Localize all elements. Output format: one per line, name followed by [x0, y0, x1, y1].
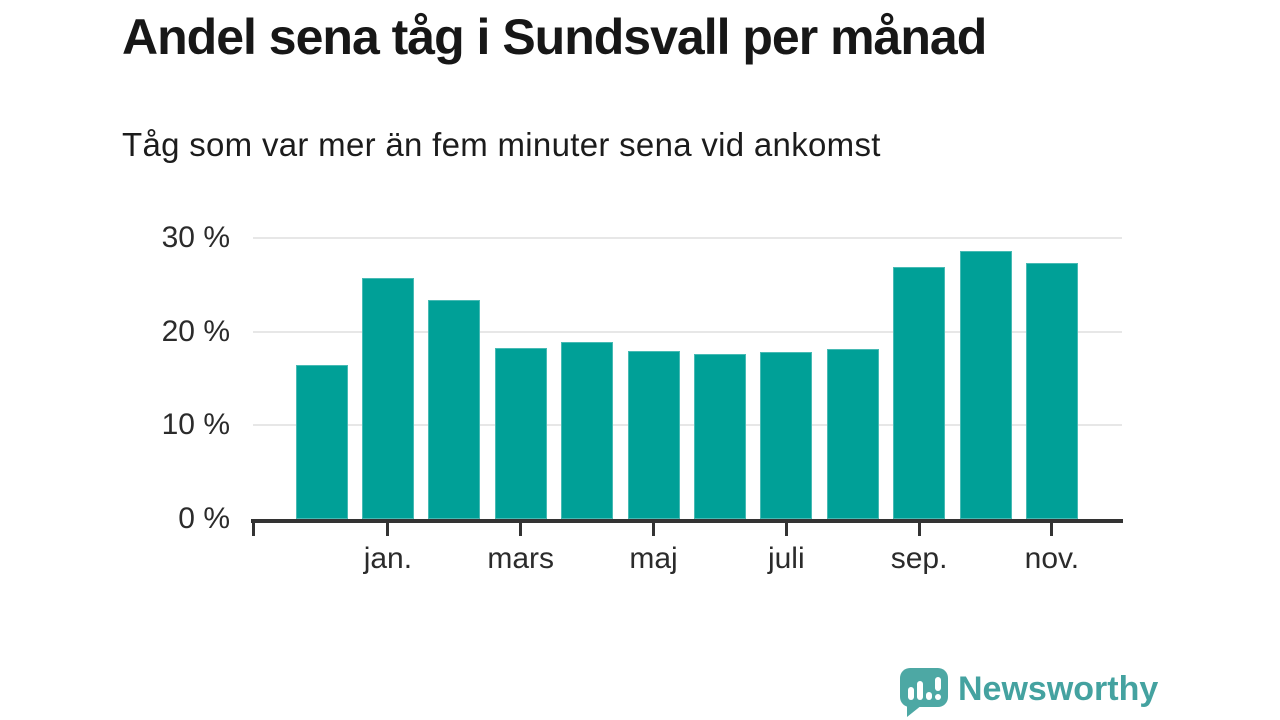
- x-tick-label-maj: maj: [629, 542, 678, 575]
- bar-feb.: [428, 299, 481, 519]
- y-tick-label: 0 %: [178, 502, 230, 535]
- gridline-30: [253, 236, 1122, 239]
- logo-bar-icon: [907, 687, 914, 700]
- gridline-20: [253, 330, 1122, 333]
- gridline-10: [253, 424, 1122, 427]
- y-tick-label: 10 %: [161, 408, 230, 442]
- bar-mars: [494, 348, 547, 519]
- y-tick-label: 20 %: [161, 314, 230, 348]
- bar-dec.: [295, 365, 348, 519]
- x-tick-mars: [519, 519, 523, 536]
- x-axis-line: [251, 519, 1123, 523]
- bar-aug.: [826, 349, 879, 519]
- logo-bar-icon: [925, 692, 932, 700]
- y-tick-label: 30 %: [161, 220, 230, 254]
- x-tick-nov.: [1050, 519, 1054, 536]
- bar-jan.: [361, 278, 414, 519]
- axis-start-tick: [252, 519, 255, 536]
- plot-area: [253, 200, 1122, 519]
- bar-maj: [627, 351, 680, 519]
- bar-juni: [693, 354, 746, 519]
- barchart-exclamation-icon: [900, 668, 948, 707]
- chart-subtitle: Tåg som var mer än fem minuter sena vid …: [122, 126, 881, 163]
- x-tick-label-mars: mars: [487, 542, 555, 575]
- bar-okt.: [959, 251, 1012, 519]
- brand-name: Newsworthy: [958, 670, 1159, 708]
- x-tick-maj: [652, 519, 655, 536]
- x-tick-label-jan.: jan.: [363, 542, 413, 575]
- exclamation-icon: [934, 677, 941, 700]
- x-tick-juli: [784, 519, 788, 536]
- bar-sep.: [893, 266, 946, 519]
- logo-bar-icon: [916, 681, 923, 700]
- x-tick-sep.: [917, 519, 921, 536]
- x-tick-jan.: [386, 519, 390, 536]
- bar-juli: [760, 352, 813, 519]
- x-tick-label-sep.: sep.: [890, 542, 948, 575]
- bar-nov.: [1025, 263, 1078, 519]
- bar-apr.: [561, 341, 614, 519]
- x-tick-label-juli: juli: [767, 542, 805, 575]
- chart-title: Andel sena tåg i Sundsvall per månad: [122, 9, 987, 65]
- x-tick-label-nov.: nov.: [1024, 542, 1080, 575]
